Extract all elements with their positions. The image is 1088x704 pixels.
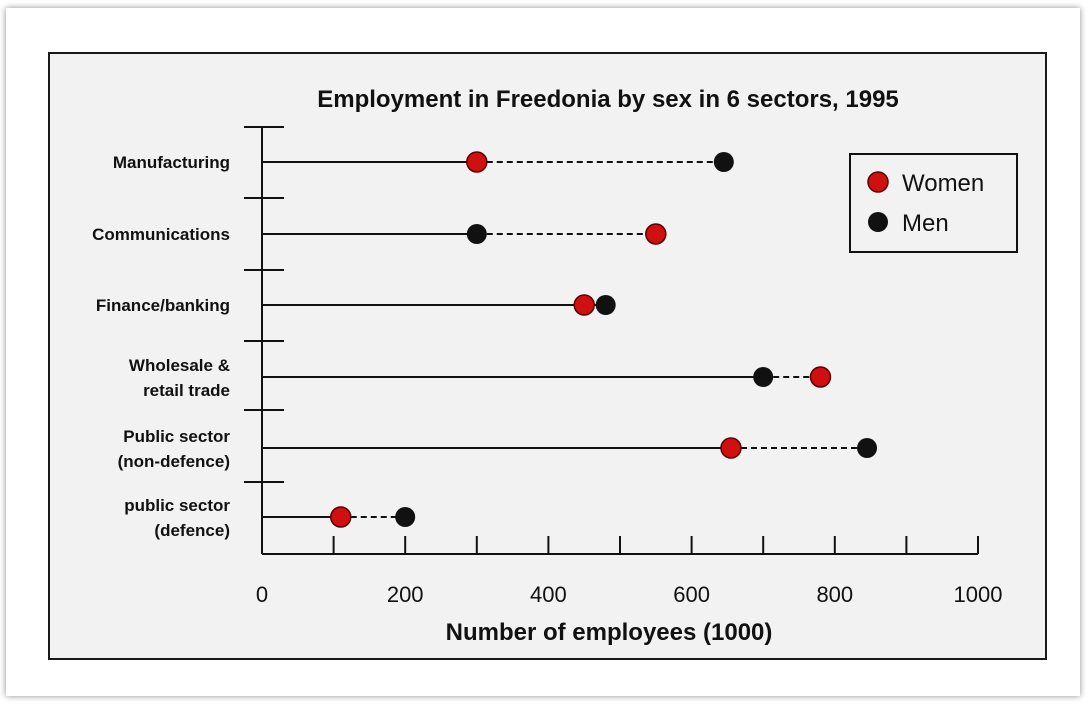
sector-lines: [262, 161, 868, 518]
x-axis-ticks: [261, 536, 979, 554]
x-axis-title: Number of employees (1000): [446, 619, 773, 646]
women-point-5: [330, 506, 352, 528]
category-label-5: public sector (defence): [124, 496, 230, 540]
women-point-3: [809, 366, 832, 388]
men-point-5: [395, 507, 416, 527]
category-label-0: Manufacturing: [113, 153, 230, 172]
category-label-4: Public sector (non-defence): [118, 427, 231, 471]
men-point-2: [595, 295, 616, 315]
category-label-3-line-0: Wholesale &: [129, 356, 230, 375]
x-tick-label-400: 400: [530, 582, 567, 607]
y-axis-ticks: [244, 126, 284, 483]
legend-men-label: Men: [902, 210, 949, 237]
category-label-4-line-0: Public sector: [123, 427, 230, 446]
category-label-2: Finance/banking: [96, 296, 230, 315]
legend-box: [849, 153, 1018, 253]
men-point-4: [857, 438, 878, 458]
category-label-3-line-1: retail trade: [143, 381, 230, 400]
men-point-3: [753, 367, 774, 387]
women-point-4: [720, 437, 742, 459]
category-label-5-line-0: public sector: [124, 496, 230, 515]
x-tick-label-600: 600: [673, 582, 710, 607]
men-point-1: [466, 224, 487, 244]
x-tick-label-800: 800: [816, 582, 853, 607]
x-tick-label-200: 200: [387, 582, 424, 607]
legend-women-marker: [867, 171, 889, 193]
category-label-1: Communications: [92, 225, 230, 244]
legend: Women Men: [849, 153, 1018, 253]
legend-men-marker: [868, 212, 888, 232]
x-axis-tick-labels: 0 200 400 600 800 1000: [256, 582, 1003, 607]
women-point-0: [466, 151, 488, 173]
category-label-5-line-1: (defence): [154, 521, 230, 540]
women-point-1: [645, 223, 667, 245]
x-tick-label-1000: 1000: [954, 582, 1003, 607]
legend-women-label: Women: [902, 170, 984, 197]
category-labels: Manufacturing Communications Finance/banki…: [92, 153, 230, 540]
category-label-4-line-1: (non-defence): [118, 452, 230, 471]
category-label-3: Wholesale & retail trade: [129, 356, 230, 400]
women-point-2: [573, 294, 595, 316]
men-point-0: [713, 152, 734, 172]
chart-title: Employment in Freedonia by sex in 6 sect…: [317, 86, 899, 113]
x-tick-label-0: 0: [256, 582, 268, 607]
data-points: [330, 151, 878, 528]
